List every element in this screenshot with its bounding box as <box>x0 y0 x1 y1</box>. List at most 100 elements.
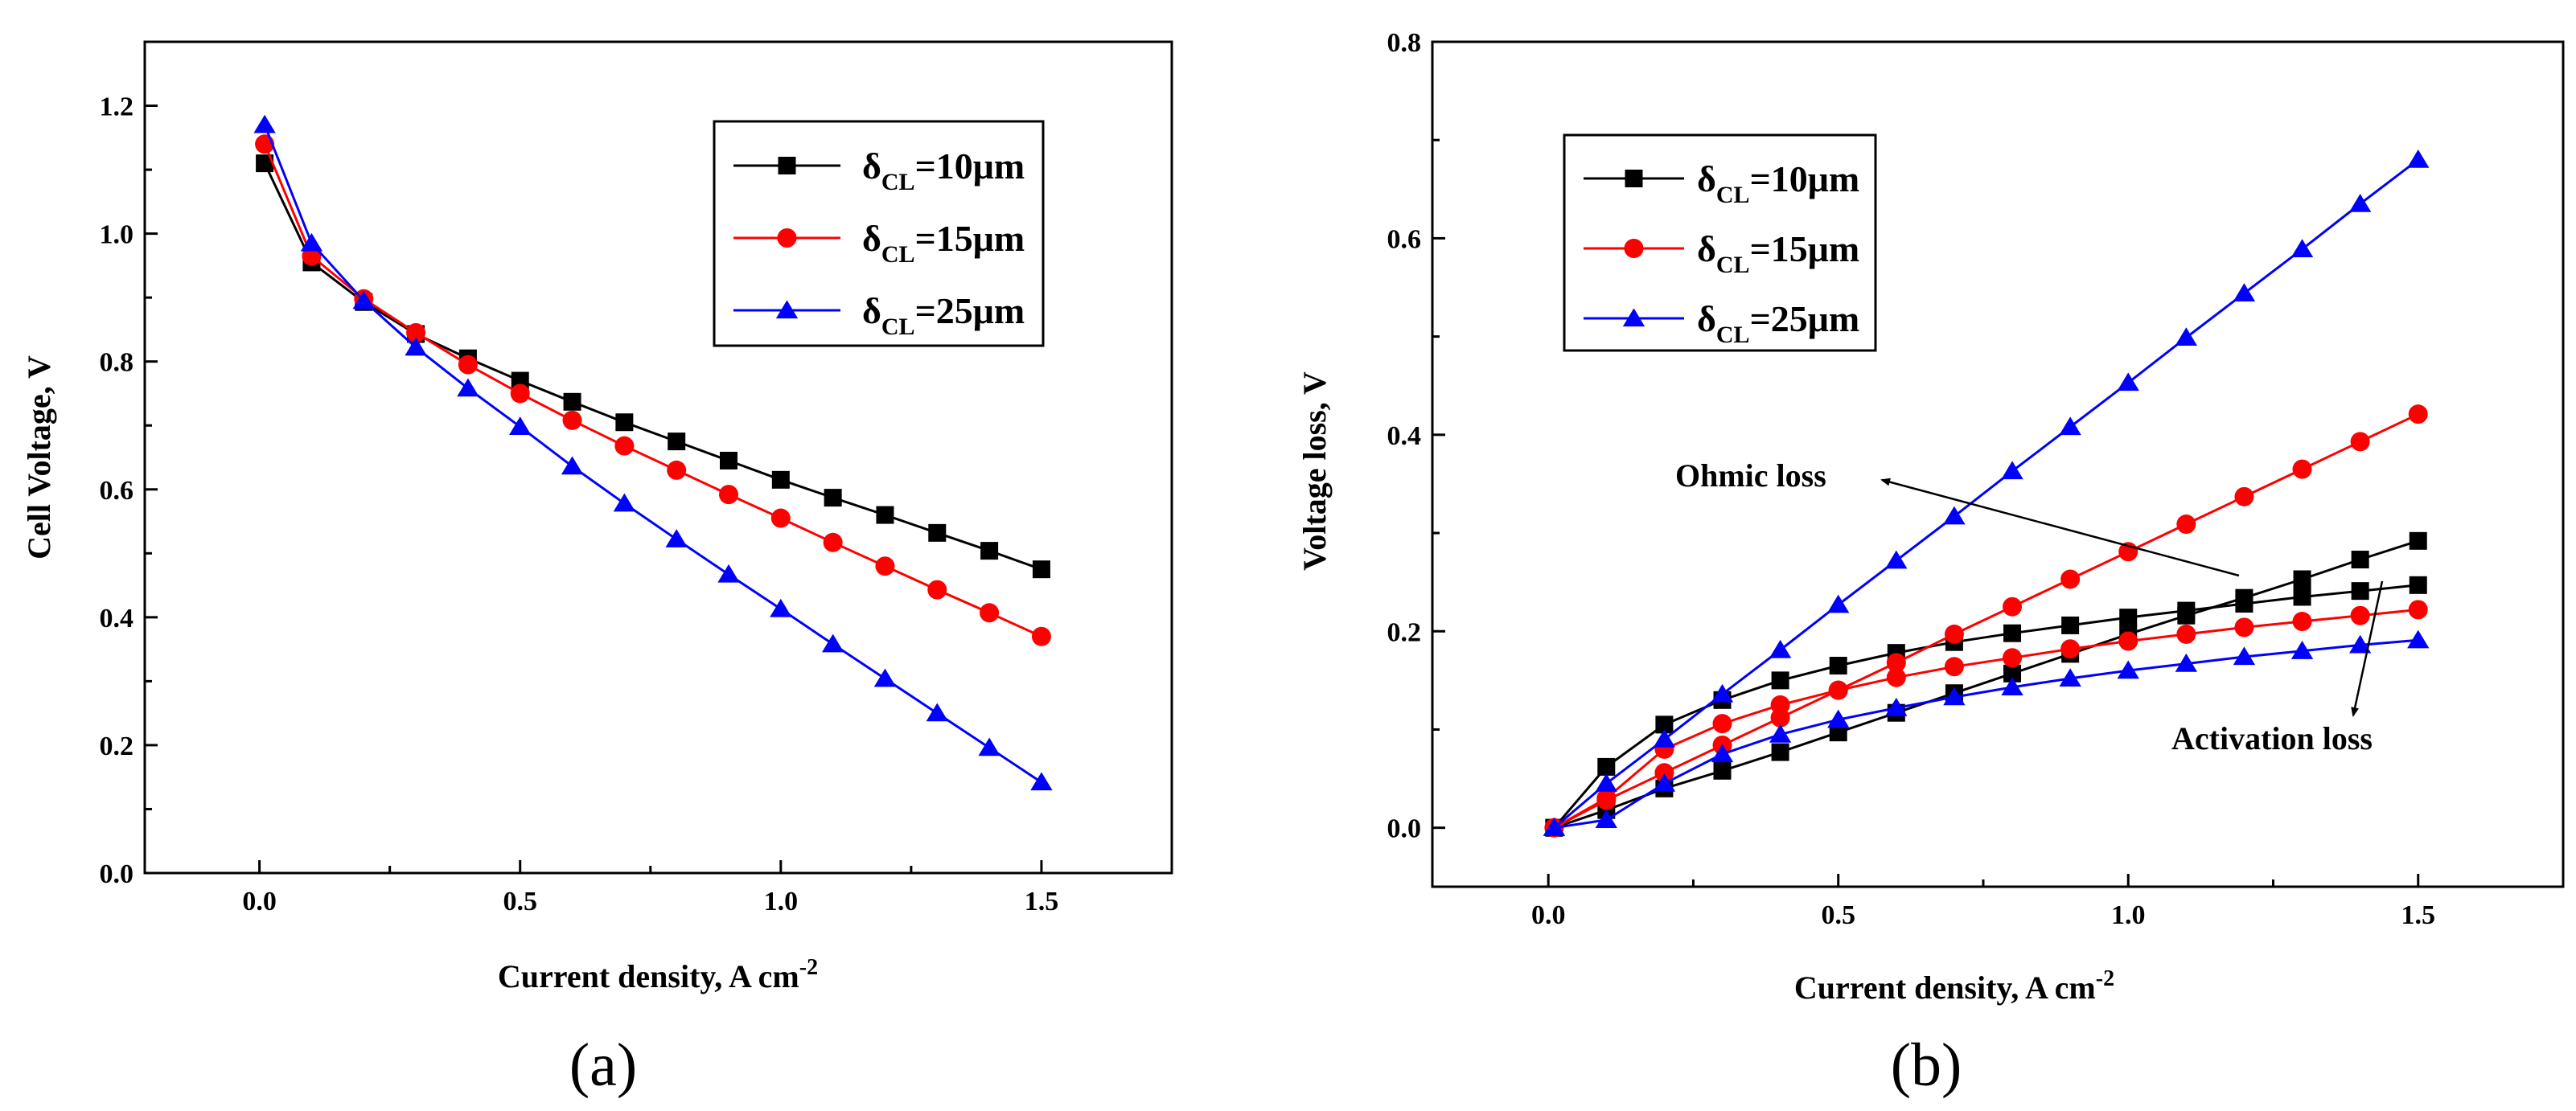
chart-a-series-2-point-4 <box>457 378 479 397</box>
chart-a-series-2-point-3 <box>405 337 427 356</box>
chart-b-series-4-point-13 <box>2290 239 2314 257</box>
chart-panel-b: 0.0 0.5 1.0 1.50.00.20.40.60.8 δCL=10μmδCL=… <box>1296 28 2565 1099</box>
chart-b-series-3-point-5 <box>1828 680 1848 700</box>
chart-a-series-2-point-0 <box>253 114 276 133</box>
chart-b-series-5-point-14 <box>2348 634 2372 654</box>
chart-b-xtick-label-3: 1.5 <box>2401 900 2435 930</box>
chart-a-series-0-point-8 <box>668 433 686 451</box>
chart-a-series-1-point-9 <box>719 485 739 505</box>
chart-a-series-1-point-5 <box>510 383 530 404</box>
chart-b-series-0-point-13 <box>2293 570 2311 588</box>
chart-b-annotations: Ohmic loss Activation loss <box>1675 457 2384 756</box>
chart-b-series-1-point-11 <box>2177 601 2196 620</box>
chart-b-series-5-point-5 <box>1827 709 1850 728</box>
chart-a-series-2-point-2 <box>352 290 375 310</box>
chart-a-series-1-line <box>263 143 1042 638</box>
chart-b-series-4-point-14 <box>2348 193 2372 212</box>
chart-b-legend-label-0: δCL=10μm <box>1697 158 1859 208</box>
chart-b-series-1-line <box>1553 584 2418 829</box>
chart-b-series-3-point-14 <box>2350 605 2370 625</box>
annotation-activation-arrow <box>2351 580 2384 717</box>
chart-a-ylabel: Cell Voltage, V <box>21 355 57 560</box>
chart-b-legend-marker-2 <box>1622 308 1645 327</box>
chart-a-series-2-point-5 <box>509 416 532 435</box>
chart-a-series-0-line <box>263 162 1042 571</box>
chart-a-marks <box>253 114 1053 791</box>
chart-b-ylabel: Voltage loss, V <box>1296 371 1333 571</box>
chart-a-series-0-point-0 <box>256 154 274 173</box>
chart-b-ticks: 0.0 0.5 1.0 1.5 0.0 0.2 0.4 0.6 0.8 <box>1387 28 2565 930</box>
chart-a-series-1-point-6 <box>562 410 582 430</box>
chart-b-series-5-point-2 <box>1653 773 1676 792</box>
chart-b-legend: δCL=10μm δCL=15μm δCL=25μm <box>1563 133 1877 352</box>
chart-b-series-0-point-4 <box>1771 743 1789 761</box>
chart-b-ytick-label-4: 0.8 <box>1387 28 1422 58</box>
chart-a-series-0-point-12 <box>876 506 894 524</box>
chart-b-series-5-point-10 <box>2117 660 2139 679</box>
chart-b-series-0-line <box>1553 539 2419 830</box>
chart-b-xtick-label-0: 0.0 <box>1531 900 1566 930</box>
chart-b-series-5-point-7 <box>1943 687 1966 706</box>
chart-b-series-3-point-1 <box>1596 789 1617 809</box>
chart-b-series-1-point-14 <box>2351 582 2369 601</box>
chart-a-legend-marker-0 <box>778 157 796 174</box>
chart-b-plot-frame <box>1431 40 2565 888</box>
chart-b-series-4-point-15 <box>2407 150 2430 168</box>
chart-b-marks <box>1543 150 2430 838</box>
chart-b-series-1-point-2 <box>1655 715 1674 734</box>
chart-b-legend-box <box>1563 133 1877 352</box>
chart-b-series-5-line <box>1554 638 2418 830</box>
chart-a-legend: δCL=10μm δCL=15μm δCL=25μm <box>713 120 1045 347</box>
chart-a-series-1-point-13 <box>927 580 947 600</box>
chart-a-series-2-point-15 <box>1030 772 1053 791</box>
chart-b-series-1-point-13 <box>2293 588 2311 606</box>
chart-b-series-4-point-6 <box>1885 550 1908 569</box>
chart-a-series-1-point-14 <box>980 603 1000 623</box>
chart-a-ytick-label-0: 0.0 <box>100 859 134 889</box>
chart-a-ytick-label-6: 1.2 <box>100 92 134 122</box>
chart-b-xlabel-sup: -2 <box>2096 966 2114 991</box>
chart-b-series-3-point-13 <box>2292 612 2312 632</box>
chart-b-series-4-point-9 <box>2059 416 2081 436</box>
chart-b-legend-label-1: δCL=15μm <box>1697 228 1859 278</box>
chart-b-series-3-point-12 <box>2234 617 2254 637</box>
chart-b-series-5-point-9 <box>2059 668 2081 687</box>
chart-a-legend-marker-1 <box>777 228 797 248</box>
panel-label-b: (b) <box>1891 1031 1962 1099</box>
chart-b-series-3-point-15 <box>2408 600 2428 620</box>
chart-a-series-0-point-9 <box>720 451 738 469</box>
chart-a-series-2-point-6 <box>561 456 584 475</box>
annotation-ohmic-arrow <box>1880 478 2240 577</box>
chart-a-xlabel: Current density, A cm-2 <box>498 955 818 994</box>
chart-a-series-0-point-14 <box>980 542 999 560</box>
chart-b-series-3-line <box>1553 608 2418 830</box>
chart-b-xlabel: Current density, A cm-2 <box>1794 966 2114 1006</box>
chart-a-legend-label-1: δCL=15μm <box>862 218 1025 268</box>
chart-a-ytick-label-3: 0.6 <box>100 476 134 506</box>
chart-b-series-5-point-13 <box>2290 641 2314 659</box>
chart-b-series-4-point-1 <box>1595 773 1617 792</box>
chart-b-legend-marker-1 <box>1624 239 1644 258</box>
chart-a-series-2-point-9 <box>717 564 740 583</box>
chart-b-series-4-point-4 <box>1769 639 1792 658</box>
annotation-ohmic-loss: Ohmic loss <box>1675 457 1826 494</box>
chart-b-series-4-point-12 <box>2233 283 2256 301</box>
chart-a-series-0-point-15 <box>1032 560 1050 579</box>
chart-b-series-2-point-15 <box>2408 404 2428 424</box>
chart-b-series-0-point-3 <box>1713 761 1732 780</box>
chart-b-series-3-point-6 <box>1886 667 1906 687</box>
chart-a-series-1-point-11 <box>823 532 843 552</box>
chart-b-series-4-point-2 <box>1653 729 1676 748</box>
chart-b-series-2-point-6 <box>1886 653 1906 673</box>
chart-b-series-5-point-8 <box>2001 677 2023 696</box>
chart-b-series-1-point-12 <box>2235 595 2253 613</box>
chart-b-series-2-line <box>1553 412 2419 830</box>
chart-b-series-5-point-4 <box>1769 724 1792 743</box>
chart-a-series-2-point-12 <box>873 668 897 687</box>
chart-b-series-5-point-0 <box>1543 818 1566 836</box>
chart-b-series-5-point-12 <box>2233 646 2256 666</box>
chart-b-series-3-point-3 <box>1712 714 1732 734</box>
chart-b-series-4-point-11 <box>2175 327 2197 346</box>
chart-a-ytick-label-1: 0.2 <box>100 732 134 761</box>
chart-a-legend-marker-2 <box>775 300 799 319</box>
